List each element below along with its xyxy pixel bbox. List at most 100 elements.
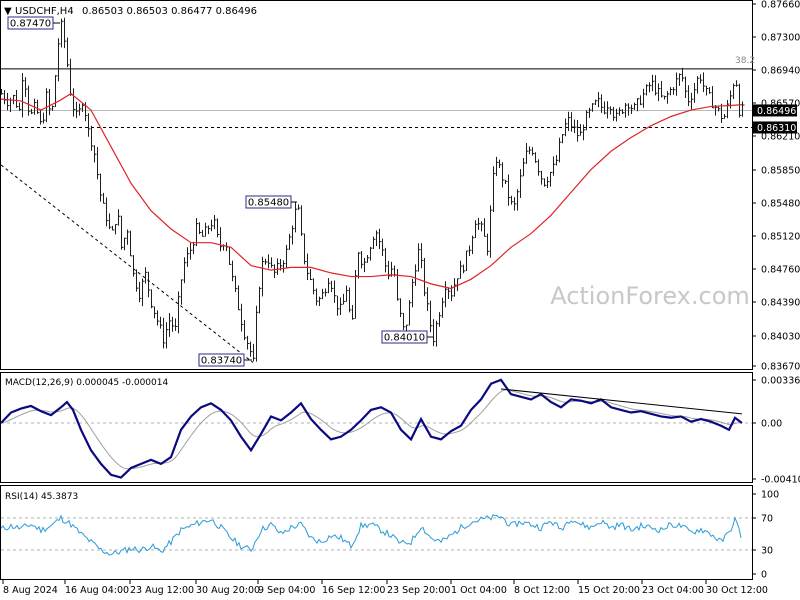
candle-bar	[94, 145, 97, 163]
collapse-arrow-icon[interactable]: ▼	[4, 6, 12, 17]
candle-bar	[571, 112, 574, 132]
candle-bar	[112, 225, 115, 231]
rsi-line	[0, 514, 742, 556]
candle-bar	[427, 287, 430, 311]
candle-bar	[472, 235, 475, 255]
candle-bar	[139, 281, 142, 303]
candle-bar	[100, 173, 103, 202]
price-tick-label: 0.85120	[761, 232, 800, 243]
candle-bar	[511, 195, 514, 205]
candle-bar	[367, 254, 370, 263]
candle-bar	[418, 243, 421, 272]
candle-bar	[613, 106, 616, 121]
price-tick-label: 0.87300	[761, 33, 800, 44]
candle-bar	[187, 247, 190, 267]
svg-text:0.84010: 0.84010	[384, 333, 425, 344]
candle-bar	[565, 118, 568, 137]
candle-bar	[655, 75, 658, 96]
candle-bar	[79, 103, 82, 116]
candle-bar	[259, 286, 262, 314]
candle-bar	[169, 312, 172, 337]
candle-bar	[502, 162, 505, 188]
price-tick-label: 0.83670	[761, 362, 800, 373]
candle-bar	[103, 192, 106, 204]
price-tick-label: 0.84390	[761, 298, 800, 309]
candle-bar	[469, 245, 472, 256]
time-tick-label: 23 Sep 20:00	[387, 585, 450, 596]
candle-bar	[265, 258, 268, 265]
price-tick-label: 0.86940	[761, 66, 800, 77]
candle-bar	[742, 101, 745, 117]
svg-text:0.86310: 0.86310	[757, 123, 796, 134]
time-tick-label: 8 Oct 12:00	[514, 585, 570, 596]
candle-bar	[133, 255, 136, 277]
candle-bar	[40, 109, 43, 125]
candle-bar	[541, 170, 544, 185]
candle-bar	[385, 247, 388, 273]
candle-bar	[697, 76, 700, 94]
candle-bar	[490, 205, 493, 258]
candle-bar	[556, 155, 559, 166]
candle-bar	[685, 76, 688, 98]
symbol-label: USDCHF,H4	[15, 6, 74, 17]
candle-bar	[424, 257, 427, 297]
candle-bar	[373, 236, 376, 249]
candle-bar	[727, 100, 730, 119]
current-price-tag: 0.86496	[753, 104, 797, 117]
ohlc-readout: 0.86503 0.86503 0.86477 0.86496	[82, 6, 257, 17]
candle-bar	[19, 102, 22, 111]
candle-bar	[388, 260, 391, 280]
price-tick-label: 0.85480	[761, 199, 800, 210]
candle-bar	[517, 189, 520, 211]
candle-bar	[196, 218, 199, 247]
svg-text:0.83740: 0.83740	[201, 356, 242, 367]
candle-bar	[400, 298, 403, 318]
candle-bar	[37, 99, 40, 114]
candle-bar	[166, 322, 169, 349]
candle-bar	[151, 289, 154, 309]
candle-bar	[61, 18, 64, 48]
candle-bar	[334, 280, 337, 303]
macd-label: MACD(12,26,9) 0.000045 -0.000014	[5, 378, 168, 388]
candle-bar	[205, 222, 208, 237]
candle-bar	[658, 83, 661, 102]
candle-bar	[274, 264, 277, 279]
rsi-panel	[0, 485, 753, 580]
candle-bar	[58, 38, 61, 82]
candle-bar	[127, 229, 130, 245]
fib-label: 38.2	[735, 56, 755, 66]
candle-bar	[538, 159, 541, 176]
candle-bar	[256, 305, 259, 362]
candle-bar	[526, 142, 529, 164]
rsi-tick-label: 0	[761, 570, 767, 581]
candle-bar	[211, 219, 214, 232]
candle-bar	[136, 269, 139, 292]
price-tick-label: 0.84760	[761, 265, 800, 276]
macd-trendline	[500, 388, 743, 415]
candle-bar	[493, 166, 496, 213]
candle-bar	[598, 92, 601, 108]
candle-bar	[694, 83, 697, 103]
candle-bar	[607, 101, 610, 119]
macd-tick-label: 0.003361	[761, 376, 800, 387]
time-tick-label: 23 Aug 12:00	[130, 585, 194, 596]
candle-bar	[307, 253, 310, 281]
candle-bar	[340, 297, 343, 316]
candle-bar	[181, 279, 184, 305]
candle-bar	[148, 271, 151, 298]
candle-bar	[121, 215, 124, 250]
candle-bar	[622, 109, 625, 115]
candle-bar	[634, 102, 637, 110]
candle-bar	[268, 254, 271, 269]
time-tick-label: 8 Aug 2024	[3, 585, 58, 596]
candle-bar	[484, 218, 487, 237]
candle-bar	[142, 278, 145, 307]
candle-bar	[202, 229, 205, 237]
candle-bar	[349, 287, 352, 313]
candle-bar	[532, 147, 535, 156]
candle-bar	[550, 171, 553, 187]
candle-bar	[700, 74, 703, 84]
candle-bar	[208, 225, 211, 235]
candle-bar	[337, 295, 340, 316]
candle-bar	[124, 237, 127, 251]
